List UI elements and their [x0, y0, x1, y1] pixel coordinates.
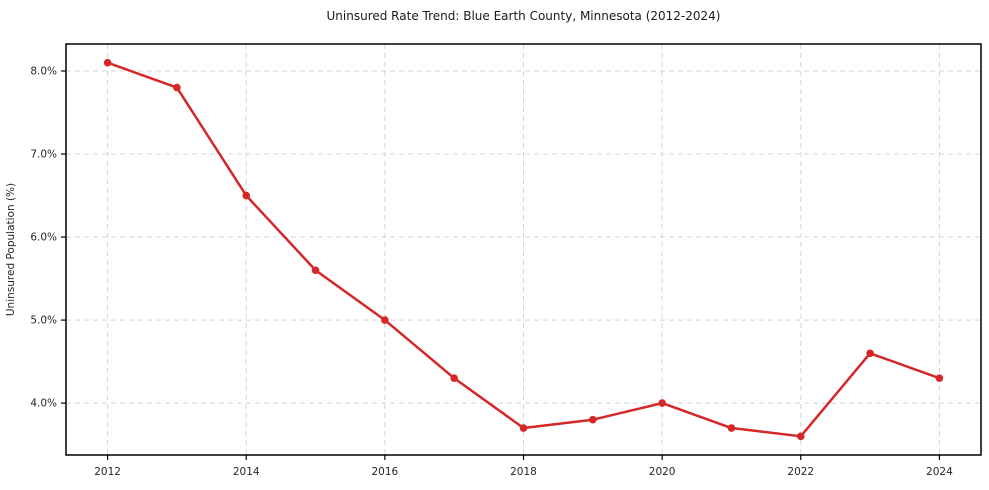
data-point: [173, 83, 181, 92]
data-point: [519, 424, 528, 432]
x-tick-label: 2020: [649, 466, 676, 478]
data-point: [935, 374, 944, 382]
data-point: [103, 58, 112, 67]
data-point: [866, 349, 874, 358]
y-tick-label: 8.0%: [30, 65, 57, 77]
data-point: [658, 399, 666, 407]
data-point: [242, 191, 251, 200]
x-tick-label: 2022: [787, 466, 814, 478]
y-tick-label: 6.0%: [30, 232, 57, 244]
data-point: [727, 424, 736, 432]
data-point: [381, 316, 389, 324]
y-tick-label: 7.0%: [30, 149, 57, 161]
axes-frame: [65, 43, 982, 456]
data-point: [311, 266, 320, 275]
x-tick-label: 2018: [510, 466, 537, 478]
data-point: [450, 374, 458, 382]
data-point: [796, 432, 805, 441]
x-tick-label: 2012: [94, 466, 121, 478]
chart-title: Uninsured Rate Trend: Blue Earth County,…: [326, 9, 721, 23]
data-point: [589, 415, 597, 424]
x-tick-label: 2024: [926, 466, 953, 478]
y-tick-label: 4.0%: [30, 398, 57, 410]
x-tick-label: 2016: [371, 466, 398, 478]
y-tick-label: 5.0%: [30, 315, 57, 327]
x-tick-label: 2014: [233, 466, 260, 478]
y-axis-label: Uninsured Population (%): [5, 183, 17, 316]
